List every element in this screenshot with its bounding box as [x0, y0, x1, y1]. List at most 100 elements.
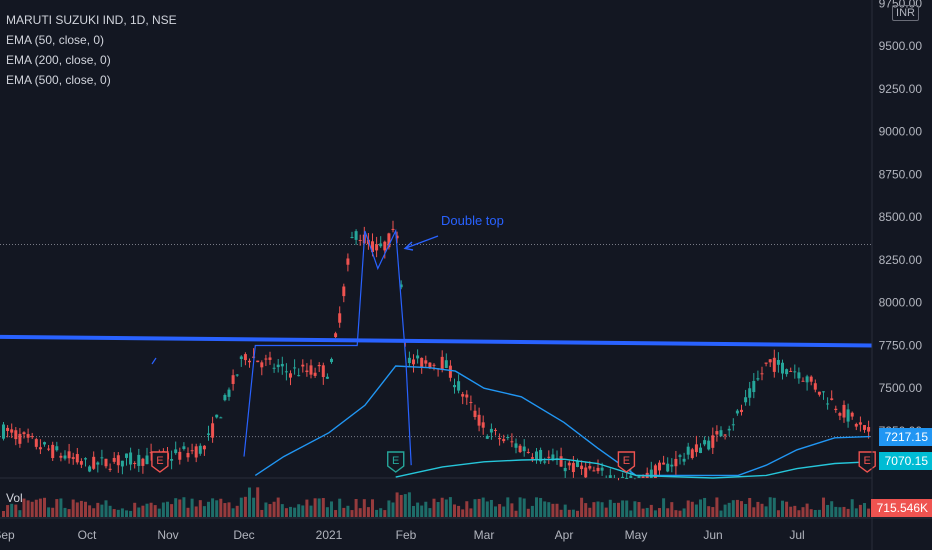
volume-bar [141, 505, 145, 517]
volume-bar [518, 497, 522, 517]
earnings-marker-shape [617, 451, 636, 473]
volume-bar [145, 503, 149, 517]
volume-bar [629, 510, 633, 517]
volume-bar [403, 494, 407, 517]
volume-bar [506, 497, 510, 517]
volume-bar [22, 498, 26, 517]
candle-body [571, 462, 575, 473]
volume-bar [325, 507, 329, 517]
candle-body [658, 462, 661, 471]
volume-bar [387, 500, 391, 517]
volume-bar [420, 505, 424, 517]
earnings-marker: E [617, 451, 636, 473]
volume-bar [2, 510, 5, 517]
indicator-ema-50[interactable]: EMA (50, close, 0) [6, 33, 105, 47]
volume-bar [584, 503, 588, 517]
candle-body [309, 365, 313, 375]
candle-body [75, 454, 79, 463]
volume-bar [317, 498, 321, 517]
ema-slow-price-badge: 7070.15 [878, 452, 932, 470]
candle-body [817, 391, 821, 395]
candle-body [580, 465, 584, 470]
candle-body [116, 455, 120, 466]
candle-body [785, 369, 789, 375]
double-top-annotation[interactable]: Double top [441, 213, 504, 228]
volume-bar [744, 503, 748, 517]
candle-body [600, 467, 604, 471]
candle-body [453, 385, 456, 388]
volume-label[interactable]: Vol [6, 491, 23, 505]
candle-body [256, 360, 260, 363]
candle-body [14, 430, 18, 440]
candle-body [63, 455, 67, 459]
candle-body [26, 434, 30, 438]
symbol-title[interactable]: MARUTI SUZUKI IND, 1D, NSE [6, 13, 177, 27]
volume-bar [338, 498, 342, 517]
candle-body [6, 427, 10, 431]
candle-body [51, 444, 55, 459]
indicator-ema-200[interactable]: EMA (200, close, 0) [6, 53, 111, 67]
currency-label[interactable]: INR [892, 5, 919, 21]
volume-bar [772, 497, 776, 517]
candle-body [637, 476, 641, 478]
candle-body [653, 465, 657, 478]
volume-bar [608, 499, 612, 517]
y-tick-label: 7750.00 [879, 338, 923, 352]
candle-body [293, 367, 297, 369]
candle-body [711, 435, 715, 448]
y-tick-label: 9500.00 [879, 39, 923, 53]
candle-body [120, 460, 124, 467]
volume-bar [284, 508, 288, 517]
volume-bar [211, 498, 215, 517]
volume-bar [539, 497, 543, 517]
volume-bar [264, 502, 268, 517]
volume-bar [252, 497, 256, 517]
candle-body [567, 462, 571, 466]
volume-bar [186, 507, 190, 517]
candle-body [420, 357, 424, 368]
earnings-marker: E [151, 451, 169, 473]
candle-body [498, 438, 502, 440]
y-tick-label: 9250.00 [879, 82, 923, 96]
candle-body [272, 367, 276, 369]
volume-bar [830, 501, 834, 517]
volume-bar [678, 510, 682, 517]
candle-body [867, 427, 871, 432]
volume-bar [202, 506, 206, 517]
y-tick-label: 8750.00 [879, 167, 923, 181]
candle-body [440, 356, 444, 370]
y-tick-label: 9000.00 [879, 125, 923, 139]
volume-bar [129, 510, 133, 517]
earnings-marker: E [387, 451, 405, 473]
volume-bar [764, 506, 768, 517]
volume-bar [547, 502, 551, 517]
volume-bar [239, 497, 243, 517]
volume-bar [559, 509, 563, 517]
candle-body [133, 462, 137, 464]
volume-bar [391, 502, 395, 517]
candle-body [34, 439, 38, 447]
volume-bar [571, 509, 575, 517]
volume-bar [498, 504, 502, 517]
candle-body [231, 375, 235, 384]
volume-bar [166, 501, 169, 517]
candle-body [465, 394, 469, 398]
candle-body [760, 373, 764, 375]
volume-bar [703, 497, 707, 517]
volume-bar [293, 507, 297, 517]
volume-bar [272, 501, 276, 517]
candle-body [850, 412, 854, 417]
volume-bar [826, 504, 830, 517]
volume-bar [174, 498, 178, 517]
volume-bar [817, 509, 821, 517]
candle-body [84, 458, 87, 460]
indicator-ema-500[interactable]: EMA (500, close, 0) [6, 73, 111, 87]
volume-bar [223, 503, 227, 517]
drawings[interactable] [0, 228, 873, 466]
volume-bar [760, 503, 764, 517]
candle-body [407, 357, 411, 364]
volume-bar [555, 503, 559, 517]
candle-body [202, 445, 206, 450]
